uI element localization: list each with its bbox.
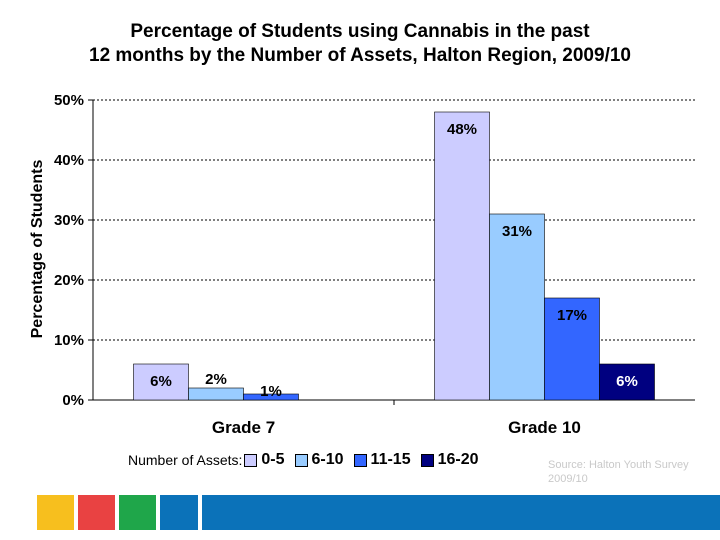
bar-6-10: [188, 387, 244, 401]
bar-0-5: [434, 111, 490, 401]
legend-swatch: [353, 453, 367, 467]
chart-title-line1: Percentage of Students using Cannabis in…: [130, 21, 590, 42]
data-label: 1%: [260, 383, 282, 400]
legend-item-6-10: 6-10: [294, 451, 344, 469]
footer-block-yellow: [37, 495, 74, 530]
legend-label: 0-5: [261, 451, 285, 468]
footer-block-green: [119, 495, 156, 530]
bar-0-5: [133, 363, 189, 401]
legend-item-0-5: 0-5: [244, 451, 285, 469]
x-category-label: Grade 10: [508, 418, 581, 437]
y-tick-label: 20%: [54, 272, 84, 289]
legend-title: Number of Assets:: [128, 452, 243, 468]
data-label: 31%: [502, 223, 532, 240]
legend: Number of Assets: 0-5 6-10 11-15 16-20: [128, 450, 489, 470]
bar-chart: 0% 10% 20% 30% 40% 50% Grade 7 6% 2% 1% Grade 10 48…: [54, 92, 695, 437]
data-label: 6%: [150, 373, 172, 390]
legend-item-11-15: 11-15: [353, 451, 411, 469]
bar-11-15: [243, 393, 299, 401]
source-note: Source: Halton Youth Survey 2009/10: [548, 458, 718, 486]
bar-6-10: [489, 213, 545, 401]
bar-16-20: [599, 363, 655, 401]
x-category-label: Grade 7: [212, 418, 275, 437]
chart-title-line2: 12 months by the Number of Assets, Halto…: [89, 45, 631, 66]
footer-block-blue: [160, 495, 198, 530]
footer-block-red: [78, 495, 115, 530]
footer-band-blue: [202, 495, 720, 530]
bar-11-15: [544, 297, 600, 401]
data-label: 6%: [616, 373, 638, 390]
legend-label: 6-10: [311, 451, 344, 468]
legend-label: 16-20: [437, 451, 479, 468]
y-tick-label: 0%: [62, 392, 84, 409]
chart-title: Percentage of Students using Cannabis in…: [0, 20, 720, 68]
data-label: 48%: [447, 121, 477, 138]
legend-swatch: [294, 453, 308, 467]
y-tick-label: 10%: [54, 332, 84, 349]
source-label: Source:: [548, 459, 586, 471]
legend-swatch: [420, 453, 434, 467]
footer-bar: [0, 495, 720, 530]
y-tick-label: 30%: [54, 212, 84, 229]
y-tick-label: 50%: [54, 92, 84, 109]
data-label: 17%: [557, 307, 587, 324]
legend-label: 11-15: [370, 451, 411, 468]
data-label: 2%: [205, 371, 227, 388]
y-tick-label: 40%: [54, 152, 84, 169]
source-text: Halton Youth Survey 2009/10: [548, 459, 689, 485]
legend-swatch: [244, 453, 258, 467]
legend-item-16-20: 16-20: [420, 451, 479, 469]
